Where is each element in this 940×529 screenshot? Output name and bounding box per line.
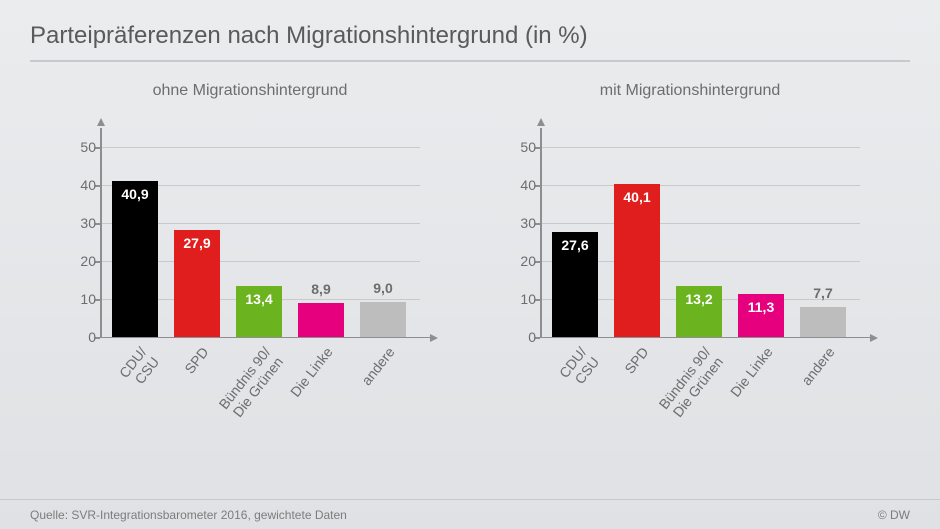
- gridline: [540, 223, 860, 224]
- bar-1: 40,1: [614, 184, 660, 336]
- y-axis: [540, 128, 542, 338]
- plot-area: 0102030405027,640,113,211,37,7: [500, 118, 880, 338]
- y-axis-arrow: [537, 118, 545, 126]
- y-axis-label: 10: [520, 291, 536, 307]
- y-axis-label: 10: [80, 291, 96, 307]
- bar-0: 27,6: [552, 232, 598, 337]
- category-label: andere: [358, 344, 398, 388]
- y-axis-label: 30: [520, 215, 536, 231]
- bar-value-label: 27,6: [552, 237, 598, 253]
- gridline: [100, 147, 420, 148]
- bar-value-label: 13,2: [676, 291, 722, 307]
- y-axis-label: 50: [80, 139, 96, 155]
- chart-panel-1: mit Migrationshintergrund0102030405027,6…: [480, 82, 900, 424]
- panel-subtitle: ohne Migrationshintergrund: [153, 82, 348, 100]
- footer: Quelle: SVR-Integrationsbarometer 2016, …: [0, 499, 940, 529]
- category-labels: CDU/ CSU SPDBündnis 90/ Die GrünenDie Lin…: [500, 338, 880, 424]
- y-axis-label: 20: [520, 253, 536, 269]
- category-label: Die Linke: [727, 344, 776, 400]
- category-label: Bündnis 90/ Die Grünen: [656, 344, 727, 422]
- bar-4: 7,7: [800, 307, 846, 336]
- category-label: CDU/ CSU: [556, 344, 602, 391]
- panel-subtitle: mit Migrationshintergrund: [600, 82, 781, 100]
- bar-1: 27,9: [174, 230, 220, 336]
- chart-title: Parteipräferenzen nach Migrationshinterg…: [0, 0, 940, 60]
- bar-value-label: 7,7: [800, 285, 846, 301]
- category-labels: CDU/ CSU SPDBündnis 90/ Die GrünenDie Lin…: [60, 338, 440, 424]
- bar-value-label: 40,1: [614, 189, 660, 205]
- y-axis-label: 40: [520, 177, 536, 193]
- category-label: andere: [798, 344, 838, 388]
- chart-panel-0: ohne Migrationshintergrund0102030405040,…: [40, 82, 460, 424]
- y-axis-arrow: [97, 118, 105, 126]
- category-label: SPD: [182, 344, 212, 377]
- bar-value-label: 13,4: [236, 291, 282, 307]
- bar-2: 13,4: [236, 286, 282, 337]
- y-axis: [100, 128, 102, 338]
- gridline: [540, 185, 860, 186]
- source-text: Quelle: SVR-Integrationsbarometer 2016, …: [30, 508, 347, 522]
- gridline: [540, 147, 860, 148]
- bar-3: 8,9: [298, 303, 344, 337]
- bar-value-label: 40,9: [112, 186, 158, 202]
- credit-text: © DW: [878, 508, 910, 522]
- category-label: SPD: [622, 344, 652, 377]
- category-label: CDU/ CSU: [116, 344, 162, 391]
- bar-0: 40,9: [112, 181, 158, 336]
- plot-area: 0102030405040,927,913,48,99,0: [60, 118, 440, 338]
- y-axis-label: 50: [520, 139, 536, 155]
- category-label: Die Linke: [287, 344, 336, 400]
- y-axis-label: 40: [80, 177, 96, 193]
- bar-value-label: 11,3: [738, 299, 784, 315]
- bar-3: 11,3: [738, 294, 784, 337]
- category-label: Bündnis 90/ Die Grünen: [216, 344, 287, 422]
- bar-value-label: 8,9: [298, 281, 344, 297]
- charts-container: ohne Migrationshintergrund0102030405040,…: [0, 62, 940, 424]
- y-axis-label: 20: [80, 253, 96, 269]
- y-axis-label: 30: [80, 215, 96, 231]
- bar-value-label: 9,0: [360, 280, 406, 296]
- bar-2: 13,2: [676, 286, 722, 336]
- bar-4: 9,0: [360, 302, 406, 336]
- bar-value-label: 27,9: [174, 235, 220, 251]
